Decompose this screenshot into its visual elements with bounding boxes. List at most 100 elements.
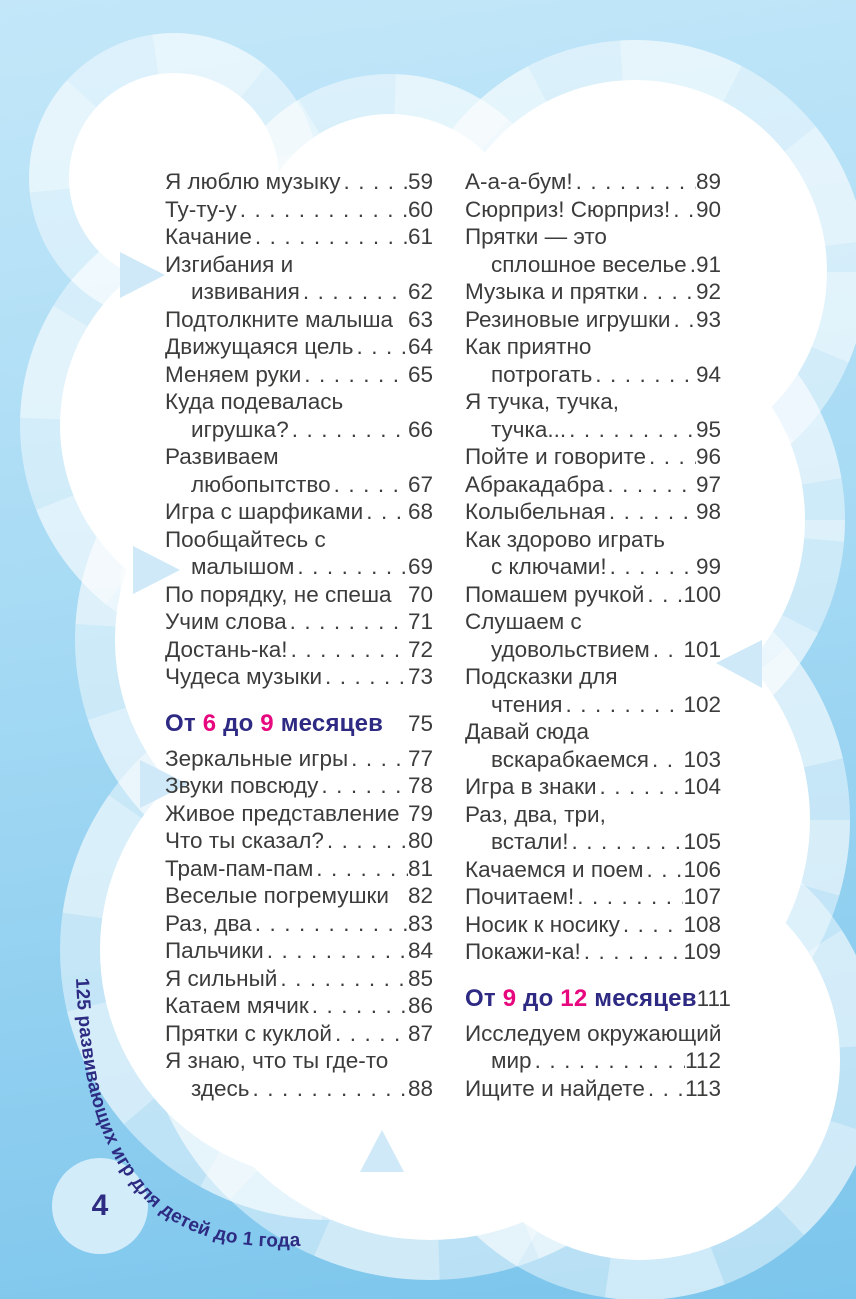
leader-dots (532, 1047, 686, 1075)
toc-entry-page: 71 (407, 609, 433, 634)
toc-entry: По порядку, не спеша 70 (165, 581, 433, 609)
leader-dots (671, 306, 696, 334)
toc-entry-title: сплошное веселье (491, 251, 687, 277)
toc-entry-title: Раз, два (165, 910, 252, 936)
toc-entry-page: 63 (407, 306, 433, 332)
toc-entry: Катаем мячик 86 (165, 992, 433, 1020)
toc-entry-page: 96 (695, 444, 721, 469)
toc-entry-title: Пальчики (165, 938, 264, 963)
toc-entry-title: Музыка и прятки (465, 279, 640, 304)
toc-entry-page: 69 (407, 554, 433, 579)
toc-entry-title: Движущаяся цель (165, 334, 354, 359)
toc-entry: Резиновые игрушки 93 (465, 306, 721, 334)
leader-dots (670, 196, 696, 224)
toc-entry-page: 84 (407, 938, 433, 963)
toc-entry: Качание 61 (165, 223, 433, 251)
toc-entry-title: мир (491, 1048, 532, 1073)
toc-entry: Веселые погремушки 82 (165, 882, 433, 910)
toc-entry: Достань-ка! 72 (165, 636, 433, 664)
toc-entry: Колыбельная 98 (465, 498, 721, 526)
toc-entry: Прятки с куклой 87 (165, 1020, 433, 1048)
toc-entry-page: 107 (683, 884, 721, 909)
leader-dots (237, 196, 408, 224)
leader-dots (581, 938, 684, 966)
toc-entry-title: Качание (165, 224, 252, 249)
section-title-part: до (216, 709, 261, 737)
section-title: От 9 до 12 месяцев (465, 984, 697, 1014)
leader-dots (568, 828, 683, 856)
section-title-part: месяцев (587, 984, 697, 1012)
toc-entry: чтения 102 (465, 691, 721, 719)
leader-dots (566, 416, 696, 444)
page-number: 4 (91, 1189, 109, 1222)
toc-entry: Звуки повсюду 78 (165, 772, 433, 800)
leader-dots (287, 608, 408, 636)
toc-entry-line: Развиваем (165, 443, 433, 471)
toc-entry-line: Я знаю, что ты где-то (165, 1047, 433, 1075)
toc-entry-page: 66 (407, 416, 433, 442)
toc-entry: сплошное веселье 91 (465, 251, 721, 279)
section-title-part: От (165, 709, 203, 737)
toc-entry: Раз, два 83 (165, 910, 433, 938)
section-heading: От 9 до 12 месяцев 111 (465, 984, 731, 1014)
leader-dots (301, 361, 408, 389)
toc-entry: любопытство 67 (165, 471, 433, 499)
toc-entry-title: Подсказки для (465, 664, 618, 689)
toc-entry-title: с ключами! (491, 554, 607, 579)
toc-entry: мир 112 (465, 1047, 721, 1075)
leader-dots (574, 883, 683, 911)
leader-dots (294, 553, 408, 581)
toc-entry-title: тучка... (491, 416, 567, 442)
toc-entry-title: Подтолкните малыша (165, 306, 394, 332)
toc-entry: игрушка? 66 (165, 416, 433, 444)
toc-entry-page: 82 (407, 883, 433, 908)
toc-column-left: Я люблю музыку 59 Ту-ту-у 60 Качание 61 Изгиба… (165, 168, 433, 1102)
toc-entry: Ту-ту-у 60 (165, 196, 433, 224)
toc-entry: Игра в знаки 104 (465, 773, 721, 801)
toc-entry-page: 91 (695, 251, 721, 277)
section-title-part: месяцев (273, 709, 384, 737)
toc-entry-line: Исследуем окружающий (465, 1020, 721, 1048)
toc-entry-title: Помашем ручкой (465, 581, 645, 607)
toc-entry: А-а-а-бум! 89 (465, 168, 721, 196)
toc-entry-title: вскарабкаемся (491, 746, 649, 772)
toc-entry: Трам-пам-пам 81 (165, 855, 433, 883)
toc-entry-title: Ту-ту-у (165, 196, 237, 222)
toc-entry-page: 87 (407, 1020, 433, 1046)
toc-entry-title: Слушаем с (465, 609, 582, 634)
section-title-part: 9 (260, 709, 274, 737)
toc-entry-page: 113 (685, 1075, 721, 1101)
toc-entry-title: Я сильный (165, 965, 278, 991)
toc-entry-page: 103 (683, 746, 721, 772)
toc-entry: Ищите и найдете 113 (465, 1075, 721, 1103)
section-title-part: 12 (560, 984, 588, 1012)
toc-entry-title: Раз, два, три, (465, 801, 606, 827)
toc-entry-title: Веселые погремушки (165, 883, 389, 908)
toc-entry-title: По порядку, не спеша (165, 581, 392, 607)
leader-dots (606, 498, 696, 526)
toc-entry-title: Носик к носику (465, 911, 620, 937)
toc-entry-page: 106 (683, 856, 721, 882)
toc-entry: Живое представление 79 (165, 800, 433, 828)
ring-wedge-left-top (120, 252, 165, 298)
toc-entry: Абракадабра 97 (465, 471, 721, 499)
leader-dots (348, 745, 408, 773)
toc-entry-line: Подсказки для (465, 663, 721, 691)
leader-dots (332, 1020, 408, 1048)
leader-dots (277, 965, 408, 993)
toc-entry: Что ты сказал? 80 (165, 827, 433, 855)
toc-entry-title: Пообщайтесь с (165, 526, 326, 552)
toc-entry-page: 97 (695, 471, 721, 497)
toc-entry-title: Меняем руки (165, 361, 302, 387)
leader-dots (331, 471, 408, 499)
leader-dots (562, 691, 683, 719)
toc-entry-title: Я тучка, тучка, (465, 389, 620, 414)
toc-entry: Чудеса музыки 73 (165, 663, 433, 691)
section-title-part: 9 (502, 984, 517, 1012)
toc-entry: тучка... 95 (465, 416, 721, 444)
toc-entry-title: Куда подевалась (165, 389, 344, 414)
toc-entry-title: чтения (491, 691, 563, 717)
toc-entry-page: 67 (407, 471, 433, 497)
leader-dots (649, 746, 683, 774)
toc-entry-page: 60 (407, 196, 433, 222)
